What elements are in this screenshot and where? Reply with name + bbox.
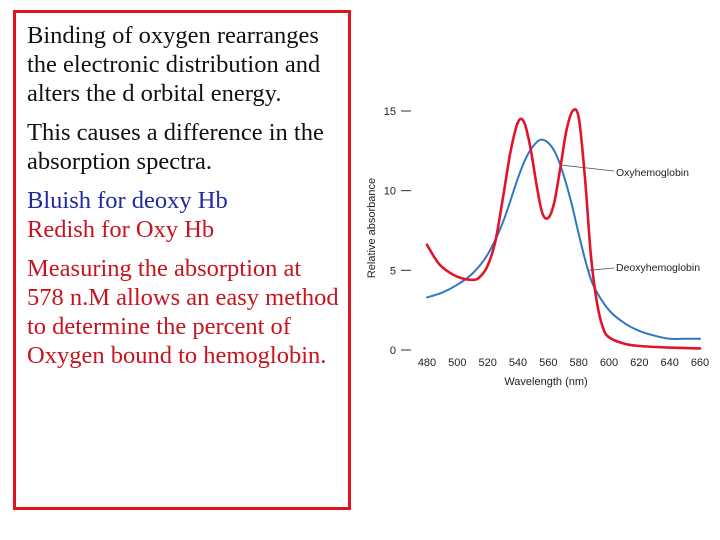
x-tick-label: 540 xyxy=(509,357,527,369)
y-tick-label: 15 xyxy=(384,106,396,118)
x-tick-label: 500 xyxy=(448,357,466,369)
oxyhemoglobin-line xyxy=(425,108,702,350)
x-tick-label: 480 xyxy=(418,357,436,369)
deoxyhemoglobin-line xyxy=(426,138,701,341)
x-tick-label: 640 xyxy=(660,357,678,369)
x-tick-label: 620 xyxy=(630,357,648,369)
paragraph-deoxy-color: Bluish for deoxy Hb xyxy=(27,187,228,214)
paragraph-oxy-color: Redish for Oxy Hb xyxy=(27,216,215,243)
x-tick-label: 580 xyxy=(569,357,587,369)
text-panel: Binding of oxygen rearranges the electro… xyxy=(13,10,351,510)
annotation-layer: Oxyhemoglobin Deoxyhemoglobin xyxy=(561,164,700,274)
y-axis-title: Relative absorbance xyxy=(366,178,378,278)
x-tick-label: 660 xyxy=(691,357,709,369)
x-tick-label: 520 xyxy=(478,357,496,369)
paragraph-measuring: Measuring the absorption at 578 n.M allo… xyxy=(27,255,339,369)
y-tick-label: 0 xyxy=(390,345,396,357)
deoxyhemoglobin-leader xyxy=(589,267,615,271)
y-axis: 0 5 10 15 xyxy=(384,106,411,357)
paragraph-absorption-difference: This causes a difference in the absorpti… xyxy=(27,119,324,175)
absorption-spectra-chart: 0 5 10 15 480 500 520 540 560 580 600 620 640 660 Ox… xyxy=(366,106,709,388)
series-layer xyxy=(425,108,702,350)
deoxyhemoglobin-label: Deoxyhemoglobin xyxy=(616,262,700,274)
x-tick-label: 560 xyxy=(539,357,557,369)
x-axis: 480 500 520 540 560 580 600 620 640 660 xyxy=(418,357,709,369)
x-tick-label: 600 xyxy=(600,357,618,369)
oxyhemoglobin-leader xyxy=(561,164,615,172)
y-tick-label: 10 xyxy=(384,186,396,198)
oxyhemoglobin-label: Oxyhemoglobin xyxy=(616,167,689,179)
x-axis-title: Wavelength (nm) xyxy=(504,376,587,388)
paragraph-binding-oxygen: Binding of oxygen rearranges the electro… xyxy=(27,22,321,107)
y-tick-label: 5 xyxy=(390,265,396,277)
